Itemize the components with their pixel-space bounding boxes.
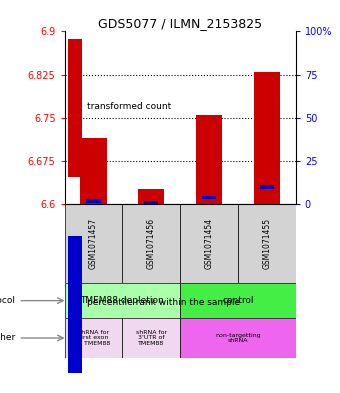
Text: control: control	[222, 296, 254, 305]
Text: percentile rank within the sample: percentile rank within the sample	[87, 298, 240, 307]
Text: shRNA for
3'UTR of
TMEM88: shRNA for 3'UTR of TMEM88	[136, 330, 167, 346]
Bar	[196, 115, 222, 204]
Bar	[68, 39, 82, 177]
Bar	[122, 318, 180, 358]
Text: GSM1071457: GSM1071457	[89, 218, 98, 269]
Bar	[180, 283, 296, 318]
Bar	[65, 318, 122, 358]
Text: other: other	[0, 334, 16, 342]
Bar	[65, 283, 180, 318]
Bar	[180, 204, 238, 283]
Bar	[144, 201, 158, 204]
Bar	[138, 189, 164, 204]
Text: GSM1071454: GSM1071454	[205, 218, 214, 269]
Bar	[238, 204, 296, 283]
Bar	[254, 72, 280, 204]
Bar	[65, 204, 122, 283]
Text: protocol: protocol	[0, 296, 16, 305]
Text: GSM1071456: GSM1071456	[147, 218, 156, 269]
Bar	[202, 196, 216, 199]
Bar	[122, 204, 180, 283]
Title: GDS5077 / ILMN_2153825: GDS5077 / ILMN_2153825	[98, 17, 262, 30]
Text: non-targetting
shRNA: non-targetting shRNA	[215, 332, 261, 343]
Text: transformed count: transformed count	[87, 102, 171, 110]
Bar	[68, 236, 82, 373]
Text: TMEM88 depletion: TMEM88 depletion	[81, 296, 164, 305]
Text: shRNA for
first exon
of TMEM88: shRNA for first exon of TMEM88	[76, 330, 110, 346]
Bar	[180, 318, 296, 358]
Bar	[86, 199, 101, 203]
Bar	[81, 138, 106, 204]
Text: GSM1071455: GSM1071455	[262, 218, 271, 269]
Bar	[260, 185, 274, 189]
